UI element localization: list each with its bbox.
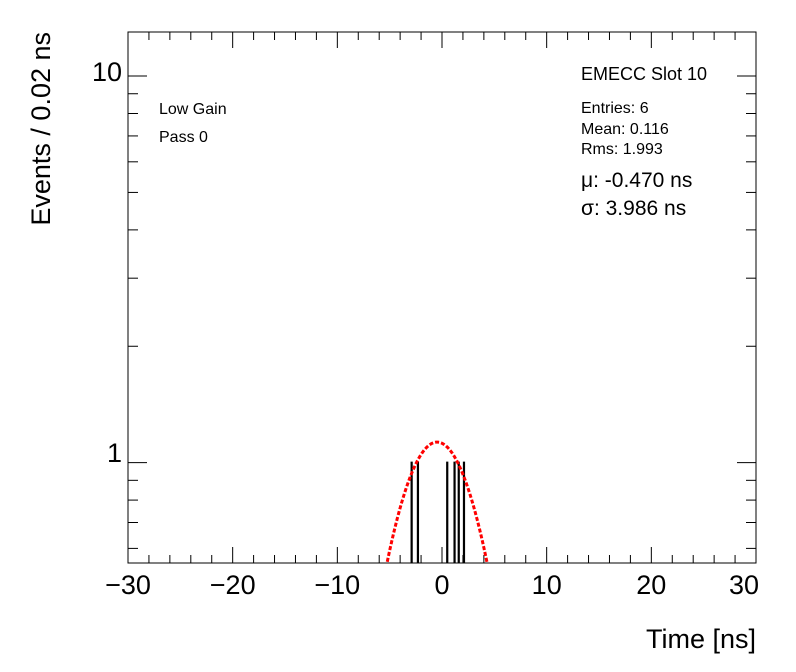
x-axis-label: Time [ns] bbox=[646, 624, 756, 654]
stat-mean: Mean: 0.116 bbox=[581, 121, 669, 138]
fit-mu: μ: -0.470 ns bbox=[581, 169, 692, 192]
x-tick-label--30: −30 bbox=[105, 570, 151, 600]
x-tick-label-0: 0 bbox=[434, 570, 449, 600]
stat-entries: Entries: 6 bbox=[581, 100, 649, 117]
fit-line bbox=[385, 440, 489, 563]
y-axis-label: Events / 0.02 ns bbox=[26, 32, 56, 226]
x-tick-label-10: 10 bbox=[532, 570, 562, 600]
x-tick-label--20: −20 bbox=[210, 570, 256, 600]
x-tick-label--10: −10 bbox=[314, 570, 360, 600]
x-tick-label-30: 30 bbox=[729, 570, 759, 600]
stat-rms: Rms: 1.993 bbox=[581, 141, 663, 158]
annotation-title: EMECC Slot 10 bbox=[581, 64, 707, 84]
y-tick-label-1: 1 bbox=[107, 438, 122, 468]
axis-ticks bbox=[127, 32, 757, 563]
annotation-pass: Pass 0 bbox=[159, 129, 208, 146]
histogram bbox=[410, 461, 466, 563]
fit-sigma: σ: 3.986 ns bbox=[581, 197, 686, 220]
x-tick-label-20: 20 bbox=[636, 570, 666, 600]
y-tick-label-10: 10 bbox=[92, 57, 122, 87]
annotation-low-gain: Low Gain bbox=[159, 101, 227, 118]
fit-curve bbox=[385, 440, 489, 563]
